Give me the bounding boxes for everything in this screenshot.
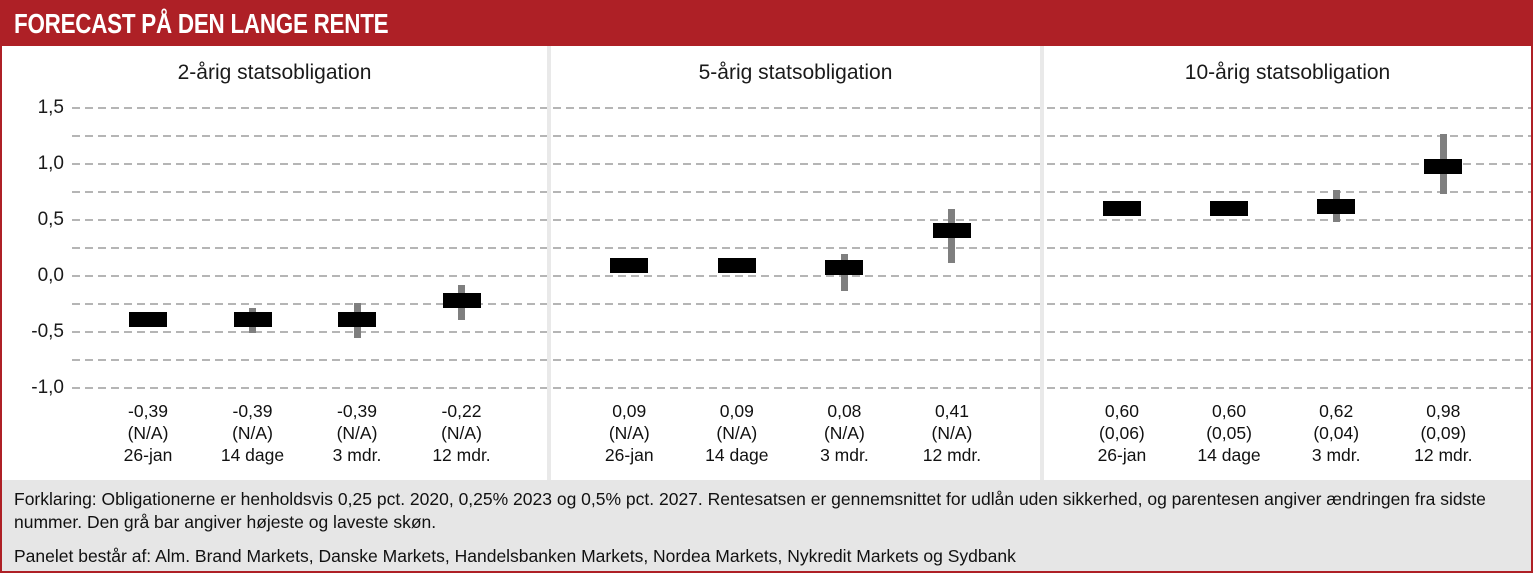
panel-3: 10-årig statsobligation 0,60 (0,06) 26-jan 0… — [1044, 46, 1531, 480]
point-value-label: 0,98 — [1426, 401, 1461, 421]
point-labels: 0,62 (0,04) 3 mdr. — [1281, 400, 1391, 466]
gridline — [72, 163, 1531, 165]
point-change-label: (N/A) — [336, 423, 378, 443]
point-value-label: 0,41 — [934, 401, 969, 421]
footer-panel-note: Panelet består af: Alm. Brand Markets, D… — [14, 546, 1016, 566]
y-axis-tick-label: 1,5 — [37, 97, 64, 118]
point-period-label: 14 dage — [705, 445, 769, 465]
point-labels: 0,60 (0,06) 26-jan — [1067, 400, 1177, 466]
point-labels: -0,39 (N/A) 26-jan — [93, 400, 203, 466]
panel-title: 2-årig statsobligation — [177, 61, 372, 84]
chart-area: 1,5 1,0 0,5 0,0 -0,5 -1,0 2-årig statsobligati… — [2, 46, 1531, 480]
point-value-label: 0,09 — [719, 401, 754, 421]
gridline — [72, 275, 1531, 277]
forecast-bar — [610, 258, 649, 274]
point-period-label: 3 mdr. — [820, 445, 869, 465]
point-change-label: (0,06) — [1099, 423, 1145, 443]
point-period-label: 12 mdr. — [922, 445, 982, 465]
forecast-bar — [825, 259, 864, 275]
point-period-label: 26-jan — [604, 445, 654, 465]
gridline — [72, 135, 1531, 137]
point-value-label: -0,39 — [128, 401, 168, 421]
point-change-label: (N/A) — [441, 423, 482, 443]
forecast-bar — [1210, 201, 1249, 217]
page-title: FORECAST PÅ DEN LANGE RENTE — [14, 8, 389, 39]
point-value-label: -0,22 — [441, 401, 482, 421]
panel-title: 5-årig statsobligation — [698, 61, 893, 84]
point-period-label: 14 dage — [1197, 445, 1261, 465]
forecast-bar — [1102, 201, 1141, 217]
point-value-label: 0,60 — [1212, 401, 1247, 421]
point-period-label: 26-jan — [123, 445, 173, 465]
panel-title: 10-årig statsobligation — [1184, 61, 1391, 84]
point-value-label: 0,08 — [827, 401, 862, 421]
point-value-label: 0,09 — [612, 401, 647, 421]
point-labels: -0,22 (N/A) 12 mdr. — [407, 400, 517, 466]
forecast-bar — [717, 258, 756, 274]
point-change-label: (N/A) — [823, 423, 865, 443]
point-period-label: 26-jan — [1097, 445, 1147, 465]
point-period-label: 12 mdr. — [432, 445, 491, 465]
panel-2: 5-årig statsobligation 0,09 (N/A) 26-jan 0,0… — [551, 46, 1040, 480]
panel-divider — [547, 46, 551, 480]
forecast-bar — [338, 312, 376, 328]
point-change-label: (N/A) — [716, 423, 758, 443]
point-labels: 0,60 (0,05) 14 dage — [1174, 400, 1284, 466]
point-labels: 0,41 (N/A) 12 mdr. — [897, 400, 1007, 466]
point-labels: 0,09 (N/A) 26-jan — [574, 400, 684, 466]
y-axis-tick-label: -1,0 — [31, 377, 64, 398]
point-labels: -0,39 (N/A) 14 dage — [198, 400, 308, 466]
gridline — [72, 219, 1531, 221]
forecast-bar — [932, 222, 971, 238]
y-axis-tick-label: 0,5 — [37, 209, 64, 230]
forecast-bar — [442, 293, 481, 309]
gridline — [72, 247, 1531, 249]
gridline — [72, 387, 1531, 389]
y-axis-tick-label: 0,0 — [37, 265, 64, 286]
point-change-label: (0,05) — [1206, 423, 1252, 443]
footer: Forklaring: Obligationerne er henholdsvi… — [2, 480, 1531, 571]
point-change-label: (0,04) — [1313, 423, 1360, 443]
point-change-label: (N/A) — [608, 423, 650, 443]
panel-divider — [1040, 46, 1044, 480]
gridline — [72, 107, 1531, 109]
point-period-label: 3 mdr. — [332, 445, 382, 465]
forecast-bar — [129, 312, 167, 328]
point-change-label: (N/A) — [127, 423, 169, 443]
forecast-bar — [1424, 158, 1463, 174]
point-value-label: -0,39 — [232, 401, 273, 421]
gridline — [72, 303, 1531, 305]
gridline — [72, 359, 1531, 361]
point-value-label: 0,60 — [1104, 401, 1139, 421]
forecast-bar — [233, 312, 272, 328]
footer-explanation: Forklaring: Obligationerne er henholdsvi… — [14, 489, 1486, 532]
point-value-label: 0,62 — [1319, 401, 1354, 421]
point-labels: 0,09 (N/A) 14 dage — [682, 400, 792, 466]
point-labels: 0,98 (0,09) 12 mdr. — [1388, 400, 1498, 466]
point-change-label: (N/A) — [931, 423, 973, 443]
point-labels: 0,08 (N/A) 3 mdr. — [789, 400, 899, 466]
point-period-label: 3 mdr. — [1311, 445, 1361, 465]
point-period-label: 12 mdr. — [1414, 445, 1473, 465]
y-axis-tick-label: 1,0 — [37, 153, 64, 174]
point-change-label: (0,09) — [1420, 423, 1467, 443]
y-axis-tick-label: -0,5 — [31, 321, 64, 342]
panel-1: 2-årig statsobligation -0,39 (N/A) 26-jan -0… — [2, 46, 547, 480]
forecast-bar — [1317, 199, 1356, 215]
gridline — [72, 191, 1531, 193]
point-change-label: (N/A) — [232, 423, 273, 443]
point-value-label: -0,39 — [337, 401, 377, 421]
point-period-label: 14 dage — [220, 445, 285, 465]
gridline — [72, 331, 1531, 333]
header-bar: FORECAST PÅ DEN LANGE RENTE — [2, 2, 1531, 46]
point-labels: -0,39 (N/A) 3 mdr. — [302, 400, 412, 466]
